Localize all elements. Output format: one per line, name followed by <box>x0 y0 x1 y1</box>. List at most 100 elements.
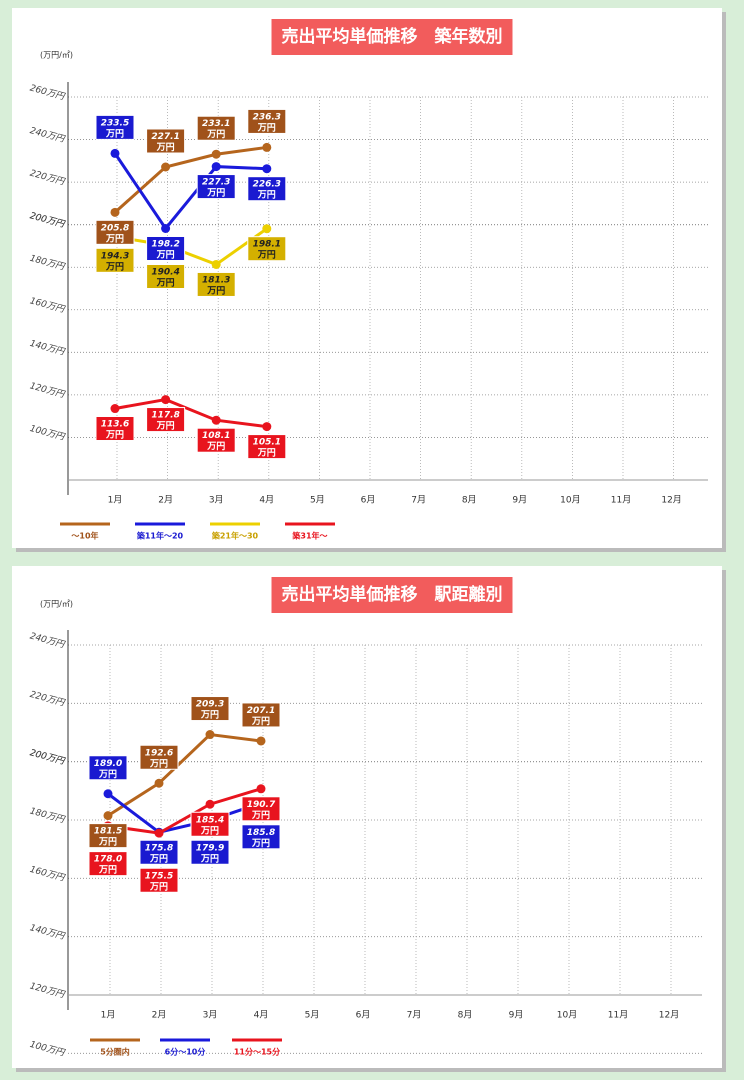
point <box>161 223 171 233</box>
point <box>154 828 164 838</box>
point <box>161 162 171 172</box>
data-label: 190.4 万円 <box>146 263 186 289</box>
point <box>103 811 113 821</box>
data-label: 233.1 万円 <box>196 115 236 141</box>
data-label-text: 233.5 万円 <box>101 118 129 139</box>
point <box>110 148 120 158</box>
data-label: 185.4 万円 <box>190 811 230 837</box>
data-label-box <box>88 851 128 877</box>
panel <box>12 566 722 1068</box>
legend-label: 6分～10分 <box>165 1047 206 1057</box>
series-line <box>113 152 267 232</box>
point <box>205 799 215 809</box>
point <box>262 422 272 432</box>
data-label-box <box>247 176 287 202</box>
data-label: 194.3 万円 <box>95 247 135 273</box>
legend-label: 築21年～30 <box>211 531 259 541</box>
series-line <box>114 398 267 429</box>
data-label: 209.3 万円 <box>190 696 230 722</box>
x-tick-label: 6月 <box>356 1010 371 1021</box>
data-label-text: 185.8 万円 <box>247 827 275 848</box>
data-label: 198.1 万円 <box>247 236 287 262</box>
x-tick-label: 7月 <box>407 1010 422 1021</box>
data-label-text: 192.6 万円 <box>145 748 173 769</box>
data-label-text: 185.4 万円 <box>196 815 224 836</box>
data-label-box <box>196 115 236 141</box>
data-label-text: 189.0 万円 <box>94 758 122 779</box>
data-label-text: 198.2 万円 <box>151 239 179 260</box>
data-label-box <box>190 839 230 865</box>
data-label-box <box>196 427 236 453</box>
legend-label: ～10年 <box>71 531 98 541</box>
series-line <box>107 732 262 817</box>
series-line <box>114 227 268 267</box>
data-label: 181.3 万円 <box>196 271 236 297</box>
data-label-text: 236.3 万円 <box>253 112 281 133</box>
data-label-box <box>190 811 230 837</box>
data-label-box <box>95 247 135 273</box>
chart-title: 売出平均単価推移 駅距離別 <box>282 584 503 605</box>
y-axis-label: (万円/㎡) <box>40 600 73 609</box>
point <box>211 415 221 425</box>
legend-label: 5分圏内 <box>100 1047 130 1057</box>
x-tick-label: 1月 <box>108 495 123 506</box>
data-label-box <box>241 702 281 728</box>
data-label-text: 190.7 万円 <box>247 799 276 820</box>
data-label-box <box>88 755 128 781</box>
point <box>256 736 266 746</box>
x-tick-label: 10月 <box>557 1010 577 1021</box>
data-label-text: 226.3 万円 <box>253 179 281 200</box>
data-label: 189.0 万円 <box>88 755 128 781</box>
point <box>256 784 266 794</box>
data-label-box <box>139 839 179 865</box>
data-label: 175.8 万円 <box>139 839 179 865</box>
data-label-box <box>247 108 287 134</box>
x-tick-label: 2月 <box>158 495 173 506</box>
data-label: 190.7 万円 <box>241 796 281 822</box>
data-label-box <box>88 823 128 849</box>
data-label: 175.5 万円 <box>139 867 179 893</box>
x-tick-label: 12月 <box>659 1010 679 1021</box>
data-label: 226.3 万円 <box>247 176 287 202</box>
legend-label: 築11年～20 <box>136 531 184 541</box>
data-label-box <box>95 416 135 442</box>
data-label-text: 190.4 万円 <box>151 267 179 288</box>
title-box <box>271 19 513 55</box>
x-tick-label: 11月 <box>608 1010 628 1021</box>
x-tick-label: 12月 <box>661 495 681 506</box>
data-label: 227.1 万円 <box>146 128 186 154</box>
data-label-box <box>247 236 287 262</box>
data-label-text: 233.1 万円 <box>202 119 230 140</box>
data-label-box <box>146 263 186 289</box>
point <box>110 404 120 414</box>
x-tick-label: 11月 <box>611 495 631 506</box>
point <box>211 259 221 269</box>
point <box>262 224 272 234</box>
data-label-text: 108.1 万円 <box>202 431 230 452</box>
data-label: 117.8 万円 <box>146 407 186 433</box>
legend-label: 11分～15分 <box>234 1047 280 1057</box>
data-label-text: 207.1 万円 <box>247 705 275 726</box>
data-label-box <box>139 744 179 770</box>
data-label: 192.6 万円 <box>139 744 179 770</box>
x-tick-label: 9月 <box>512 495 527 506</box>
x-tick-label: 3月 <box>203 1010 218 1021</box>
point <box>161 395 171 405</box>
data-label: 236.3 万円 <box>247 108 287 134</box>
point <box>262 164 272 174</box>
data-label: 198.2 万円 <box>146 235 186 261</box>
data-label-text: 227.3 万円 <box>202 177 230 198</box>
x-tick-label: 5月 <box>305 1010 320 1021</box>
data-label: 105.1 万円 <box>247 434 287 460</box>
data-label-text: 227.1 万円 <box>151 132 179 153</box>
point <box>154 778 164 788</box>
x-tick-label: 3月 <box>209 495 224 506</box>
data-label-box <box>196 271 236 297</box>
data-label: 181.5 万円 <box>88 823 128 849</box>
data-label-box <box>241 796 281 822</box>
x-tick-label: 9月 <box>509 1010 524 1021</box>
data-label-box <box>139 867 179 893</box>
data-label-box <box>241 824 281 850</box>
point <box>262 142 272 152</box>
